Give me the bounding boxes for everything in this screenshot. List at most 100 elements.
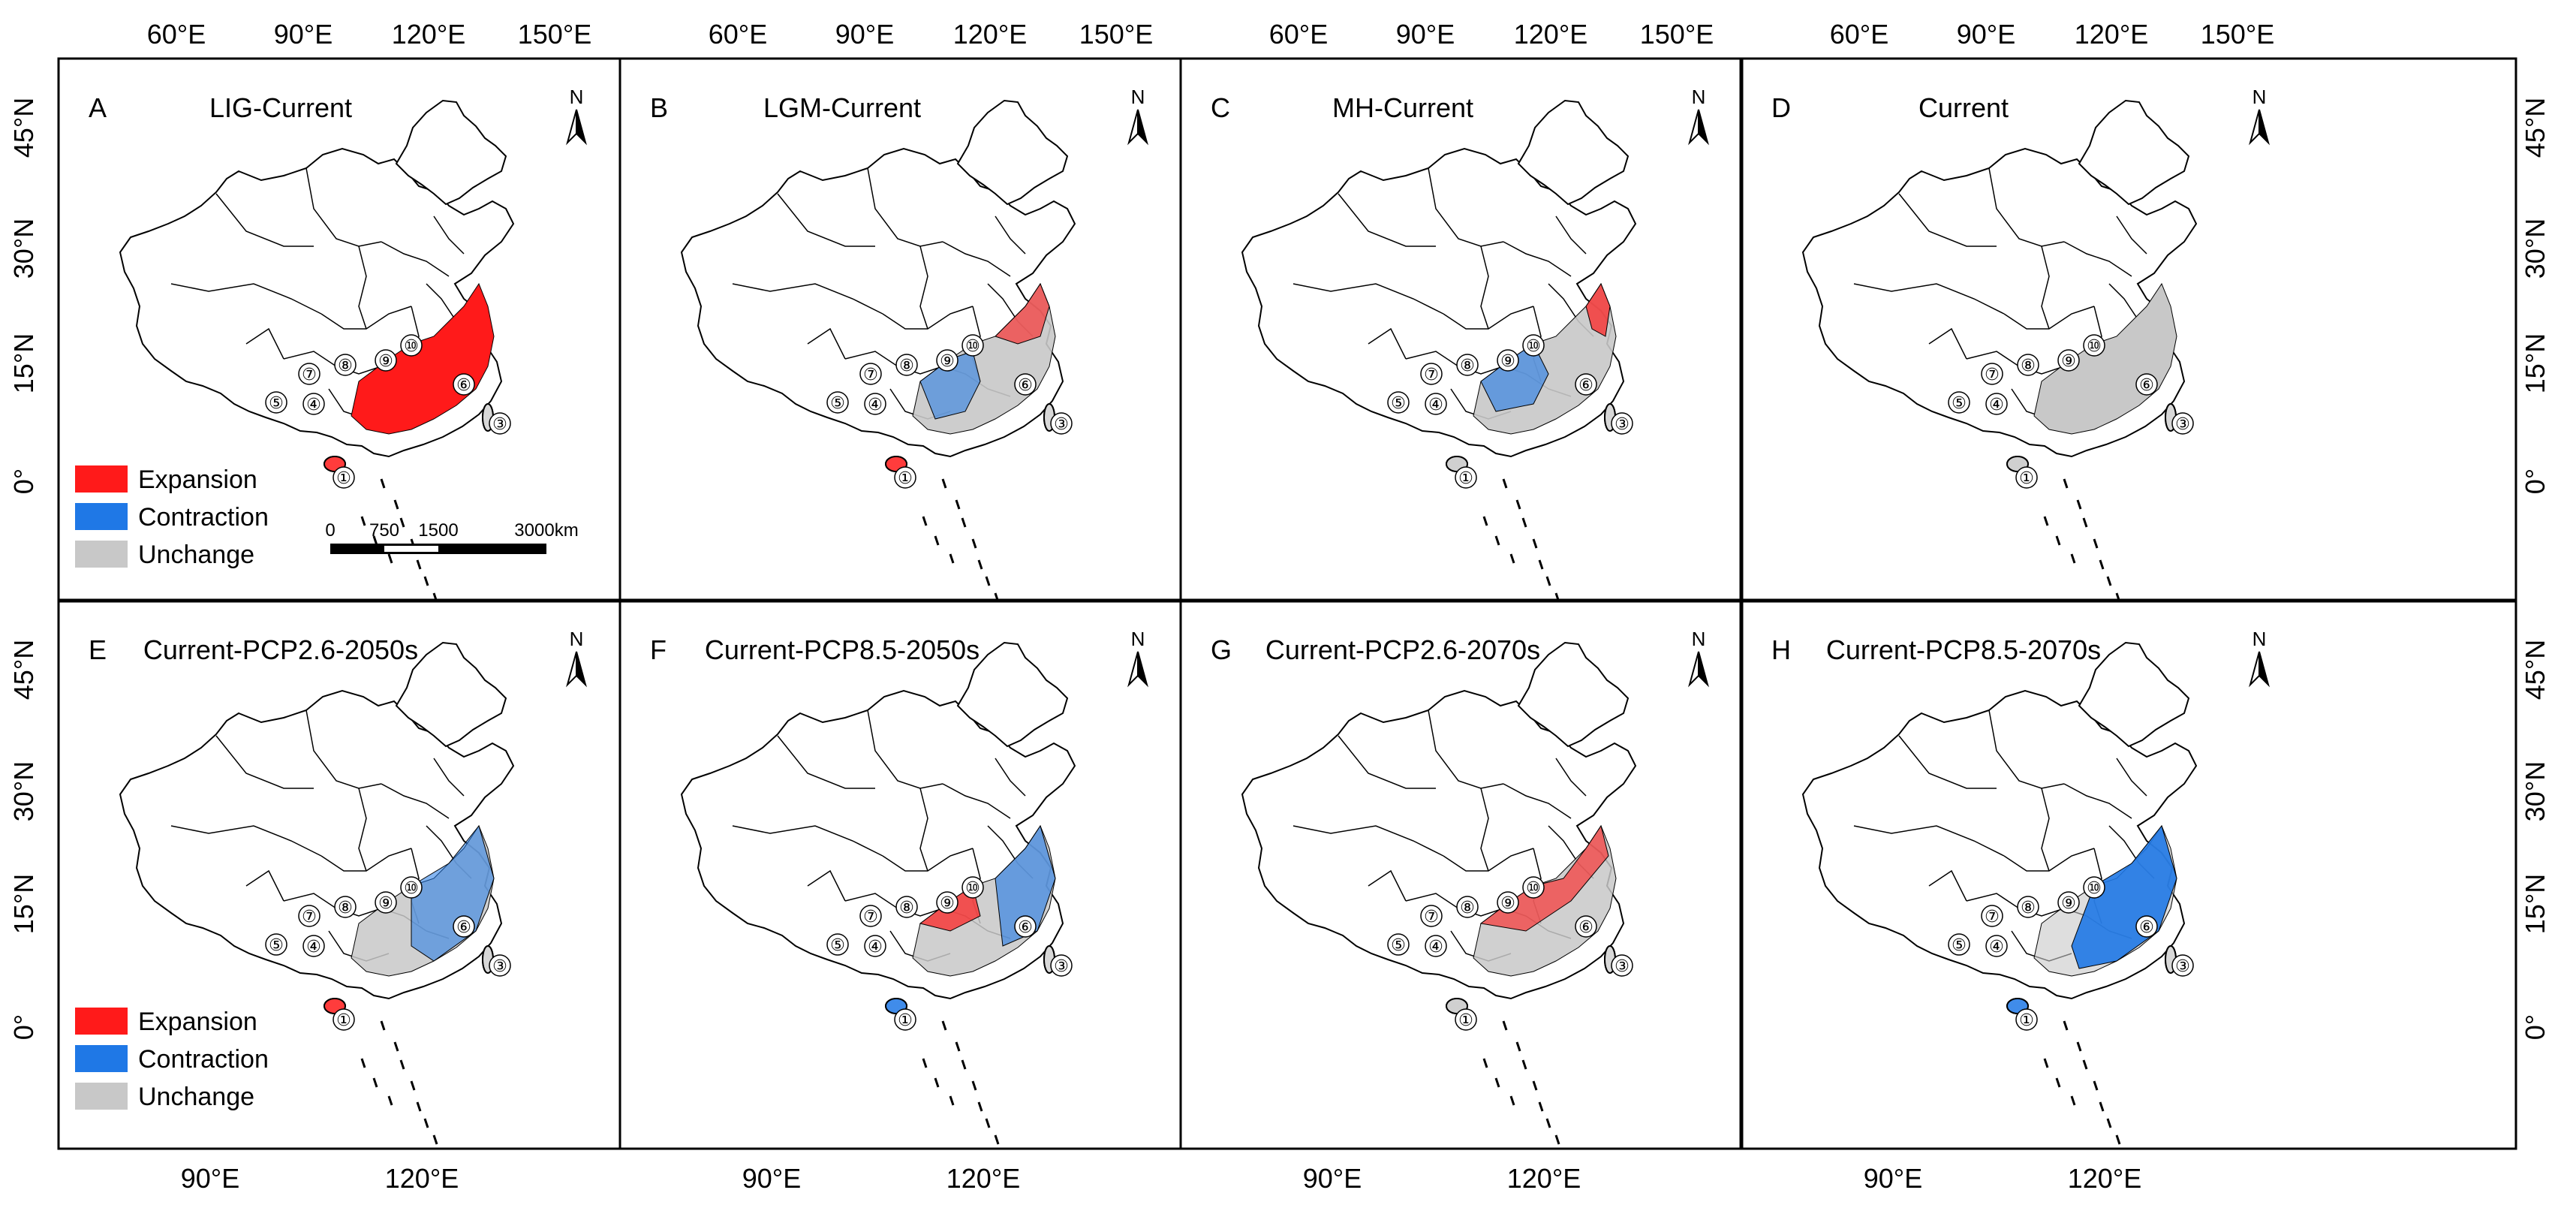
north-arrow-icon: N (1688, 86, 1709, 146)
region-marker-label: ⑨ (378, 351, 393, 370)
panel-letter: F (650, 634, 667, 665)
south-china-sea-mark (949, 553, 955, 564)
distribution-area (995, 824, 1056, 947)
region-marker-label: ⑩ (404, 336, 419, 355)
right-latitude-label: 45°N (2520, 98, 2550, 158)
province-boundary (1555, 215, 1587, 255)
province-boundary (777, 735, 875, 789)
region-marker-label: ⑤ (269, 935, 284, 954)
province-boundary (433, 758, 465, 797)
south-china-sea-mark (2063, 478, 2069, 489)
top-longitude-label: 90°E (1957, 19, 2015, 50)
region-marker-label: ⑥ (1578, 375, 1593, 394)
south-china-sea-mark (2055, 535, 2061, 546)
top-longitude-label: 120°E (392, 19, 465, 50)
bottom-longitude-label: 90°E (1303, 1163, 1362, 1194)
map-panel-f: F Current-PCP8.5-2050s N ① ③ ④ ⑤ ⑥ ⑦ ⑧ ⑨⑩ (650, 628, 1148, 1145)
legend-label: Expansion (138, 1008, 257, 1036)
region-marker (1420, 905, 1443, 927)
region-marker-label: ⑦ (302, 907, 317, 926)
region-marker-label: ④ (868, 395, 883, 414)
region-marker (2135, 373, 2158, 396)
region-marker-label: ⑦ (1985, 907, 2000, 926)
north-arrow-icon: N (1127, 86, 1148, 146)
panel-title: MH-Current (1332, 92, 1473, 123)
left-latitude-label: 15°N (8, 874, 39, 934)
region-marker-label: ③ (2175, 956, 2190, 975)
north-arrow-icon: N (1688, 628, 1709, 688)
south-china-sea-mark (1515, 1041, 1521, 1052)
south-china-sea-mark (2099, 1101, 2105, 1112)
region-marker (453, 915, 475, 938)
province-boundary (2063, 783, 2132, 819)
province-boundary (381, 783, 450, 819)
map-panel-b: B LGM-Current N ① ③ ④ ⑤ ⑥ ⑦ ⑧ ⑨⑩ (650, 86, 1148, 603)
northeast-outline (1517, 641, 1630, 748)
south-china-sea-mark (1532, 538, 1538, 549)
province-boundary (1293, 825, 1444, 857)
region-marker-label: ⑤ (1391, 393, 1406, 412)
region-marker (1497, 891, 1519, 914)
south-china-sea-mark (922, 516, 928, 526)
province-boundary (2063, 241, 2132, 277)
region-marker-label: ⑨ (378, 893, 393, 912)
south-china-sea-mark (955, 1041, 961, 1052)
south-china-sea-mark (2055, 1077, 2061, 1088)
right-latitude-label: 0° (2520, 468, 2550, 494)
legend-swatch (75, 1045, 128, 1072)
south-china-sea-mark (360, 516, 366, 526)
legend: Expansion Contraction Unchange (75, 465, 269, 569)
region-marker-label: ⑧ (1460, 356, 1475, 375)
region-marker (489, 954, 511, 977)
bottom-longitude-label: 120°E (2068, 1163, 2141, 1194)
south-china-sea-mark (1545, 1118, 1551, 1128)
province-boundary (1293, 283, 1444, 315)
province-boundary (732, 283, 883, 315)
province-boundary (1853, 283, 2005, 315)
province-boundary (867, 709, 943, 789)
region-marker (453, 373, 475, 396)
south-china-sea-mark (410, 1080, 416, 1091)
province-boundary (1503, 783, 1572, 819)
bottom-longitude-label: 120°E (1507, 1163, 1581, 1194)
panel-title: Current (1918, 92, 2009, 123)
region-marker (1455, 1008, 1477, 1031)
province-boundary (1368, 869, 1407, 902)
south-china-sea-mark (1545, 576, 1551, 586)
left-latitude-label: 15°N (8, 333, 39, 393)
province-boundary (170, 825, 322, 857)
region-marker (1575, 915, 1597, 938)
region-marker-label: ⑧ (338, 898, 353, 917)
region-marker (894, 466, 916, 489)
region-marker (895, 896, 918, 918)
panel-title: Current-PCP2.6-2050s (143, 634, 418, 665)
map-panel-c: C MH-Current N ① ③ ④ ⑤ ⑥ ⑦ ⑧ ⑨⑩ (1211, 86, 1709, 603)
south-china-sea-mark (985, 1118, 991, 1128)
province-boundary (807, 869, 846, 902)
region-marker-label: ③ (1054, 956, 1069, 975)
province-boundary (433, 215, 465, 255)
south-china-sea-mark (2043, 1058, 2049, 1068)
north-label: N (1692, 628, 1706, 650)
region-marker-label: ⑦ (863, 907, 878, 926)
south-china-sea-mark (393, 1041, 399, 1052)
region-marker (859, 363, 882, 385)
region-marker-label: ⑤ (1952, 935, 1967, 954)
top-longitude-label: 60°E (709, 19, 767, 50)
south-china-sea-mark (1554, 1134, 1560, 1145)
panel-letter: A (89, 92, 107, 123)
region-marker-label: ③ (492, 414, 507, 433)
province-boundary (358, 788, 367, 872)
top-longitude-label: 60°E (147, 19, 206, 50)
south-china-sea-mark (1494, 1077, 1500, 1088)
region-marker (1050, 954, 1073, 977)
region-marker (400, 334, 423, 357)
region-marker (1050, 412, 1073, 435)
province-boundary (1338, 193, 1436, 247)
south-china-sea-mark (372, 1077, 378, 1088)
panel-letter: H (1771, 634, 1791, 665)
south-china-sea-mark (2076, 1041, 2082, 1052)
north-label: N (570, 86, 584, 108)
china-map: ① ③ ④ ⑤ ⑥ ⑦ ⑧ ⑨⑩ (1241, 99, 1637, 603)
